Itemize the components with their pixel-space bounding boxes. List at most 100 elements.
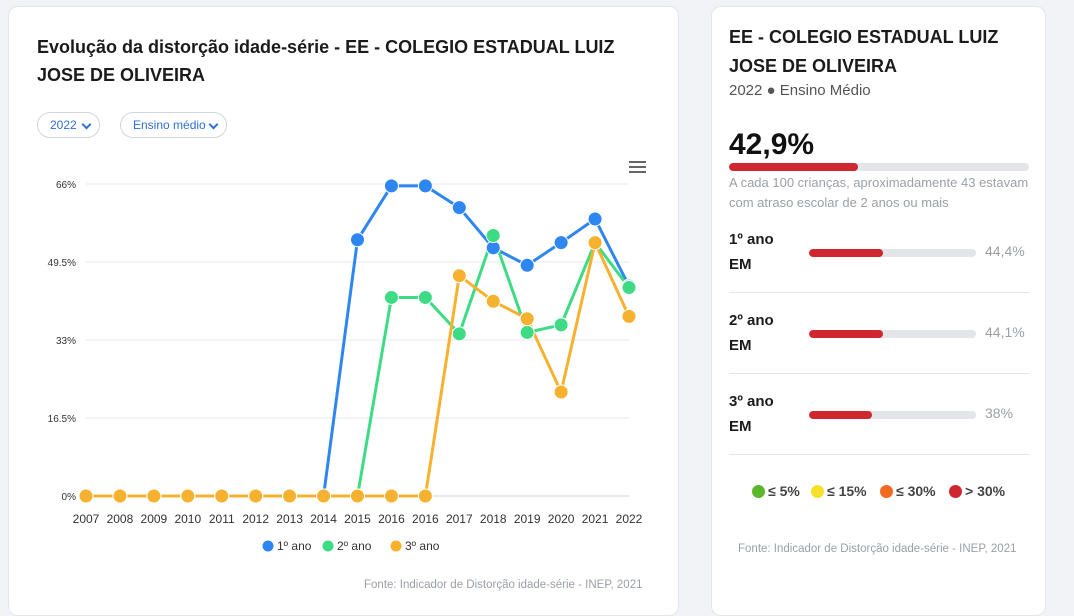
grade-value: 38% [985, 405, 1014, 421]
x-tick-label: 2008 [107, 512, 134, 526]
data-point-series-2 [553, 317, 569, 333]
data-point-series-3 [146, 488, 162, 504]
grade-label: 2º ano EM [729, 312, 774, 354]
data-point-series-2 [383, 289, 399, 305]
x-tick-label: 2019 [514, 512, 541, 526]
y-tick-label: 16.5% [48, 414, 76, 425]
x-tick-label: 2021 [582, 512, 609, 526]
yellow-dot-icon [811, 485, 824, 498]
x-tick-label: 2020 [548, 512, 575, 526]
orange-dot-icon [880, 485, 893, 498]
data-point-series-2 [417, 289, 433, 305]
legend-label-2: 2º ano [337, 539, 372, 553]
red-dot-icon [949, 485, 962, 498]
data-point-series-2 [519, 324, 535, 340]
grade-row-1: 1º ano EM 44,4% [729, 227, 1029, 307]
grade-value: 44,1% [985, 324, 1025, 340]
year-select-value: 2022 [50, 118, 77, 132]
year-select[interactable]: 2022 [37, 112, 100, 138]
distortion-description: A cada 100 crianças, aproximadamente 43 … [729, 175, 1029, 210]
legend-label-3: 3º ano [405, 539, 440, 553]
data-point-series-1 [383, 178, 399, 194]
data-point-series-2 [451, 326, 467, 342]
data-point-series-3 [214, 488, 230, 504]
y-tick-label: 49.5% [48, 258, 76, 269]
overall-distortion-bar [729, 163, 1029, 171]
scale-item-2: ≤ 15% [811, 483, 867, 499]
data-point-series-3 [519, 311, 535, 327]
data-point-series-2 [621, 280, 637, 296]
grade-bar [809, 330, 976, 338]
scale-label: > 30% [965, 483, 1006, 499]
x-tick-label: 2015 [344, 512, 371, 526]
info-card: EE - COLEGIO ESTADUAL LUIZ JOSE DE OLIVE… [711, 6, 1046, 616]
x-tick-label: 2018 [480, 512, 507, 526]
data-point-series-3 [485, 293, 501, 309]
overall-distortion-fill [729, 163, 858, 171]
legend-label-1: 1º ano [277, 539, 312, 553]
data-point-series-3 [451, 268, 467, 284]
data-point-series-1 [519, 257, 535, 273]
x-tick-label: 2013 [276, 512, 303, 526]
level-select-value: Ensino médio [133, 118, 206, 132]
year-level-subtitle: 2022 ● Ensino Médio [729, 82, 871, 99]
x-tick-label: 2022 [616, 512, 643, 526]
scale-item-4: > 30% [949, 483, 1005, 499]
grade-label: 1º ano EM [729, 231, 774, 273]
level-select[interactable]: Ensino médio [120, 112, 227, 138]
data-point-series-1 [587, 211, 603, 227]
chart-card: Evolução da distorção idade-série - EE -… [8, 6, 679, 616]
divider [729, 454, 1029, 455]
data-point-series-1 [451, 200, 467, 216]
chart-title: Evolução da distorção idade-série - EE -… [37, 37, 615, 85]
x-tick-label: 2016 [378, 512, 405, 526]
line-chart: 0% 16.5% 33% 49.5% 66% 2007 2008 2009 2010 2011 20… [48, 178, 643, 553]
overall-distortion-value: 42,9% [729, 128, 815, 161]
scale-label: ≤ 15% [827, 483, 867, 499]
y-tick-label: 0% [62, 492, 77, 503]
grade-row-2: 2º ano EM 44,1% [729, 308, 1029, 388]
info-source: Fonte: Indicador de Distorção idade-séri… [738, 543, 1017, 555]
legend-marker-1 [262, 540, 274, 552]
data-point-series-1 [350, 232, 365, 248]
x-tick-label: 2010 [174, 512, 201, 526]
scale-item-3: ≤ 30% [880, 483, 936, 499]
y-tick-label: 66% [56, 180, 76, 191]
data-point-series-3 [282, 488, 298, 504]
legend-marker-2 [322, 540, 334, 552]
data-point-series-3 [553, 384, 569, 400]
x-tick-label: 2017 [446, 512, 473, 526]
divider [729, 373, 1029, 374]
grade-bar-fill [809, 411, 873, 419]
grade-value: 44,4% [985, 243, 1025, 259]
data-point-series-3 [621, 308, 637, 324]
legend-marker-3 [390, 540, 402, 552]
x-tick-label: 2011 [209, 512, 235, 526]
data-point-series-2 [485, 228, 501, 244]
data-point-series-3 [587, 235, 603, 251]
grade-row-3: 3º ano EM 38% [729, 389, 1029, 469]
y-tick-label: 33% [56, 336, 76, 347]
data-point-series-3 [350, 488, 365, 504]
grade-label: 3º ano EM [729, 393, 774, 435]
scale-label: ≤ 30% [896, 483, 936, 499]
school-name: EE - COLEGIO ESTADUAL LUIZ JOSE DE OLIVE… [729, 27, 999, 76]
x-tick-label: 2009 [141, 512, 168, 526]
grade-bar-fill [809, 249, 884, 257]
data-point-series-3 [112, 488, 128, 504]
data-point-series-3 [180, 488, 196, 504]
x-tick-label: 2012 [242, 512, 269, 526]
data-point-series-3 [383, 488, 399, 504]
chart-source: Fonte: Indicador de Distorção idade-séri… [364, 579, 643, 591]
grade-bar [809, 411, 976, 419]
grade-bar-fill [809, 330, 883, 338]
scale-label: ≤ 5% [768, 483, 800, 499]
x-tick-label: 2014 [310, 512, 337, 526]
grade-bar [809, 249, 976, 257]
x-tick-label: 2007 [73, 512, 100, 526]
data-point-series-1 [553, 235, 569, 251]
data-point-series-3 [417, 488, 433, 504]
scale-item-1: ≤ 5% [752, 483, 800, 499]
hamburger-menu-icon[interactable] [629, 161, 646, 175]
green-dot-icon [752, 485, 765, 498]
